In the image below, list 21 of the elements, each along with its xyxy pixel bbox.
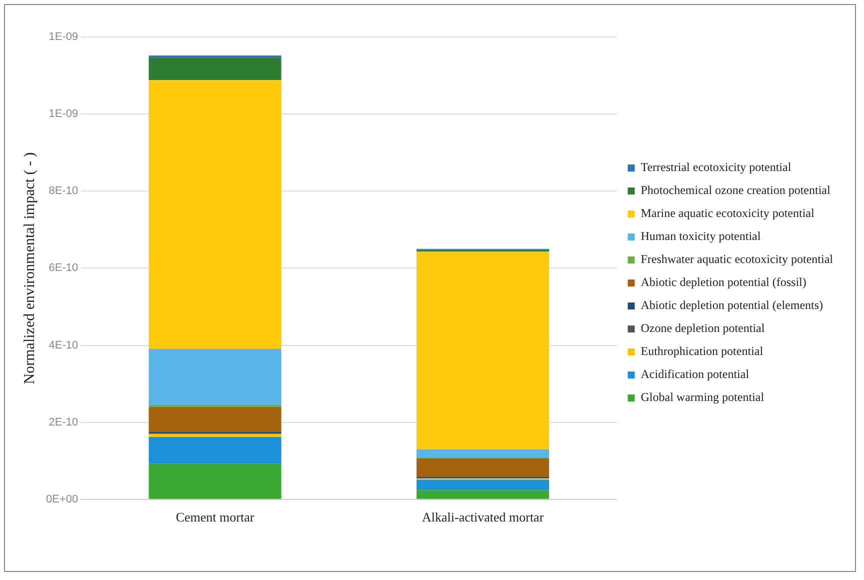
- y-axis-title: Normalized environmental impact ( - ): [22, 152, 38, 384]
- y-tick-label: 2E-10: [48, 416, 78, 428]
- y-tick-label: 4E-10: [48, 339, 78, 352]
- legend-label: Photochemical ozone creation potential: [640, 183, 831, 198]
- legend-label: Euthrophication potential: [640, 344, 764, 358]
- legend-label: Abiotic depletion potential (elements): [640, 298, 824, 312]
- x-tick-label: Cement mortar: [176, 510, 255, 525]
- y-tick-label: 8E-10: [48, 185, 78, 198]
- y-tick-label: 1E-09: [48, 108, 78, 120]
- legend-label: Marine aquatic ecotoxicity potential: [640, 206, 816, 220]
- legend-label: Acidification potential: [640, 367, 750, 382]
- y-tick-label: 1E-09: [48, 31, 78, 44]
- legend-label: Global warming potential: [640, 390, 765, 404]
- legend-label: Human toxicity potential: [640, 229, 762, 244]
- x-tick-label: Alkali-activated mortar: [422, 510, 544, 525]
- y-tick-label: 0E+00: [46, 493, 78, 506]
- legend-label: Terrestrial ecotoxicity potential: [640, 160, 792, 174]
- legend-label: Abiotic depletion potential (fossil): [640, 275, 806, 290]
- legend-label: Ozone depletion potential: [640, 321, 766, 336]
- y-tick-label: 6E-10: [48, 262, 78, 274]
- legend-label: Freshwater aquatic ecotoxicity potential: [640, 252, 834, 266]
